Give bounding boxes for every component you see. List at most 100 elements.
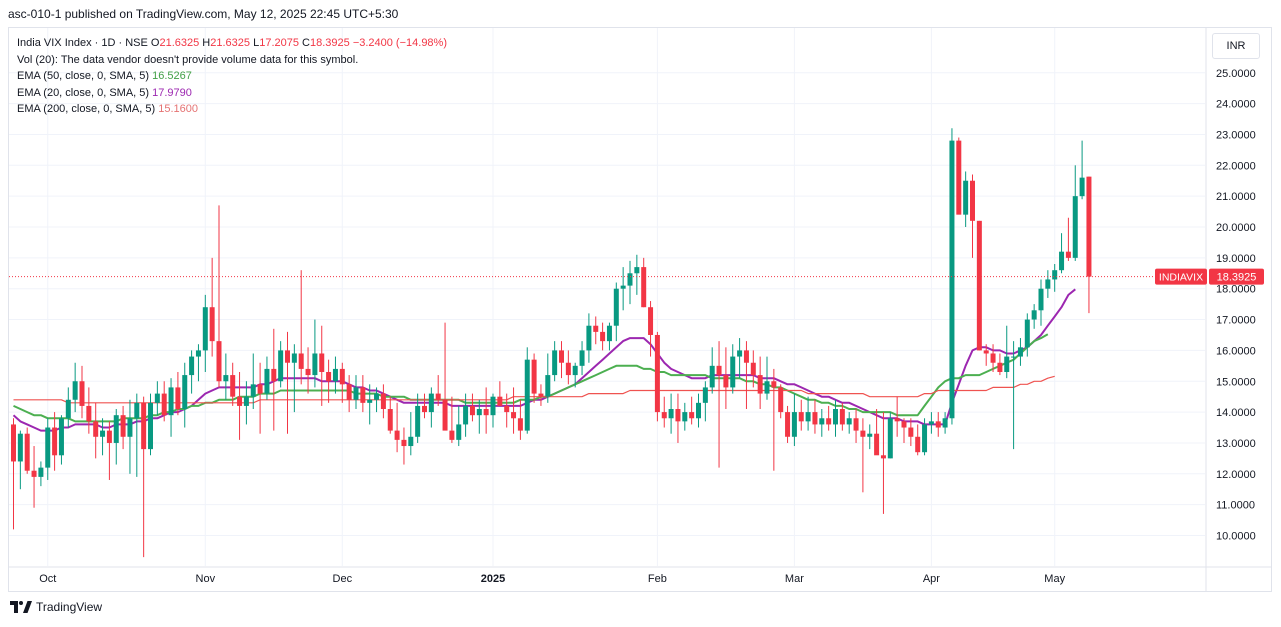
candle — [93, 402, 99, 459]
chart-legend: India VIX Index · 1D · NSE O21.6325 H21.… — [17, 35, 447, 118]
candle — [319, 325, 325, 406]
legend-ema50-row[interactable]: EMA (50, close, 0, SMA, 5) 16.5267 — [17, 68, 447, 85]
candle-body — [127, 418, 133, 437]
candle — [175, 371, 181, 416]
candle-body — [216, 341, 222, 382]
candle-body — [648, 307, 654, 335]
candle-body — [1045, 279, 1051, 289]
candle — [833, 399, 838, 437]
candle — [168, 378, 174, 437]
candle-body — [641, 267, 647, 308]
candle — [442, 322, 448, 431]
candle-body — [894, 418, 900, 422]
candle — [812, 399, 818, 434]
legend-ema200-row[interactable]: EMA (200, close, 0, SMA, 5) 15.1600 — [17, 101, 447, 118]
candle-body — [531, 359, 537, 394]
candle — [600, 322, 606, 351]
footer-brand[interactable]: TradingView — [10, 600, 102, 614]
price-tick-label: 20.0000 — [1216, 222, 1256, 234]
candle — [565, 350, 571, 385]
last-price-value: 18.3925 — [1217, 272, 1257, 284]
candle-body — [833, 409, 838, 425]
candle — [942, 412, 948, 434]
candle-body — [997, 362, 1003, 372]
candle — [45, 418, 51, 480]
candle — [771, 368, 777, 471]
time-tick-label: Apr — [923, 573, 940, 585]
candle — [648, 301, 654, 357]
candle — [634, 254, 640, 295]
candle-body — [709, 365, 715, 388]
candle — [195, 344, 201, 382]
candle — [983, 344, 989, 366]
currency-button[interactable]: INR — [1212, 33, 1260, 59]
candle — [332, 356, 338, 394]
candle — [24, 427, 30, 474]
candle-body — [853, 418, 859, 431]
legend-ohlc-row[interactable]: India VIX Index · 1D · NSE O21.6325 H21.… — [17, 35, 447, 52]
candle-body — [24, 433, 30, 471]
candle-body — [428, 393, 434, 413]
candle-body — [483, 409, 489, 416]
time-tick-label: Mar — [785, 573, 804, 585]
candle — [826, 405, 832, 431]
price-tick-label: 23.0000 — [1216, 129, 1256, 141]
legend-volume-row[interactable]: Vol (20): The data vendor doesn't provid… — [17, 52, 447, 69]
candle-body — [956, 140, 962, 215]
candle — [839, 402, 845, 431]
candle-body — [606, 325, 612, 342]
candle-body — [106, 430, 112, 443]
candle-body — [497, 396, 503, 406]
candle-body — [785, 412, 791, 437]
last-price-marker: INDIAVIX 18.3925 — [9, 268, 1264, 285]
candle — [106, 421, 112, 480]
candle — [326, 359, 332, 403]
candle-body — [298, 353, 304, 369]
legend-ema20-value: 17.9790 — [152, 86, 192, 99]
candle — [100, 418, 106, 456]
legend-ema20-label: EMA (20, close, 0, SMA, 5) — [17, 86, 150, 99]
candle-body — [613, 288, 619, 326]
candle-body — [627, 273, 633, 286]
candle — [791, 393, 797, 447]
candle-body — [661, 412, 667, 419]
candle — [209, 257, 215, 357]
candle — [860, 418, 866, 493]
candle-body — [737, 350, 743, 357]
candle — [730, 344, 736, 394]
candle-body — [935, 421, 941, 428]
candle — [38, 461, 44, 487]
candle-body — [387, 409, 393, 431]
candle-body — [120, 415, 126, 437]
candle-body — [826, 418, 832, 425]
candle-body — [237, 396, 243, 406]
time-tick-label: Feb — [648, 573, 667, 585]
price-tick-label: 16.0000 — [1216, 345, 1256, 357]
candle — [702, 381, 708, 422]
candle-body — [949, 140, 955, 419]
chart-grid — [9, 28, 1205, 566]
candlestick-chart[interactable]: 10.0000 11.0000 12.0000 13.0000 14.0000 15.00… — [0, 0, 1281, 600]
candle-body — [435, 393, 441, 400]
candle-body — [168, 387, 174, 416]
candle-body — [257, 384, 263, 394]
legend-symbol[interactable]: India VIX Index · 1D · NSE — [17, 37, 148, 49]
candle — [1052, 264, 1058, 292]
candle — [764, 356, 770, 400]
candle — [394, 402, 400, 453]
candle — [428, 387, 434, 428]
candle — [606, 322, 612, 351]
candle-body — [58, 418, 64, 456]
legend-ema20-row[interactable]: EMA (20, close, 0, SMA, 5) 17.9790 — [17, 85, 447, 102]
candle-body — [291, 353, 297, 363]
chart-panel[interactable] — [8, 27, 1272, 592]
candle — [627, 260, 633, 305]
price-tick-label: 12.0000 — [1216, 469, 1256, 481]
candle — [887, 412, 893, 459]
candle-body — [442, 399, 448, 431]
candle-body — [572, 365, 578, 376]
candle — [1086, 176, 1092, 314]
legend-low-label: L — [253, 37, 260, 49]
candle-body — [887, 418, 893, 459]
candle — [257, 362, 263, 434]
